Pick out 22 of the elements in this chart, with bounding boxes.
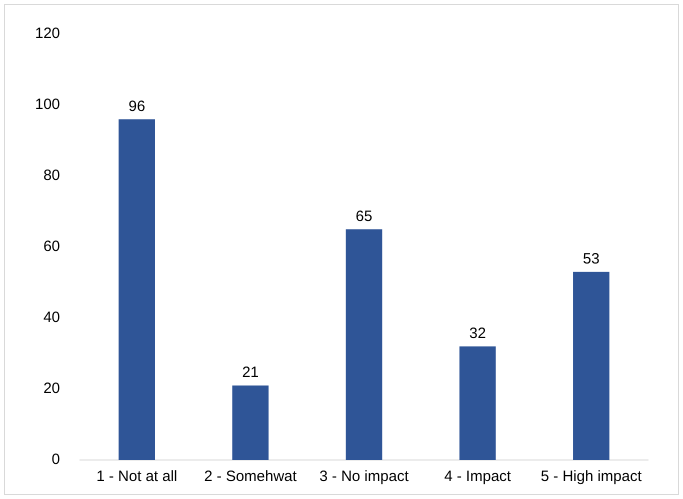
y-tick-label: 80 xyxy=(43,167,60,184)
y-tick-label: 60 xyxy=(43,238,60,256)
x-tick-label: 3 - No impact xyxy=(319,468,410,486)
x-tick-label: 4 - Impact xyxy=(444,468,512,486)
x-tick-label: 2 - Somehwat xyxy=(204,468,298,486)
y-tick-label: 0 xyxy=(52,451,60,468)
y-tick-label: 100 xyxy=(34,96,60,114)
y-tick-label: 40 xyxy=(43,309,60,326)
data-label: 96 xyxy=(128,98,146,115)
bar xyxy=(118,119,155,460)
data-label: 21 xyxy=(242,364,259,382)
bar xyxy=(459,346,496,460)
data-label: 53 xyxy=(582,250,600,268)
bar xyxy=(232,385,269,460)
x-tick-label: 5 - High impact xyxy=(540,468,642,486)
y-tick-label: 20 xyxy=(43,380,60,398)
x-tick-label: 1 - Not at all xyxy=(96,468,178,486)
bar xyxy=(346,229,382,460)
y-tick-label: 120 xyxy=(34,25,60,42)
data-label: 65 xyxy=(356,208,372,225)
data-label: 32 xyxy=(469,325,486,342)
bar xyxy=(573,272,610,460)
